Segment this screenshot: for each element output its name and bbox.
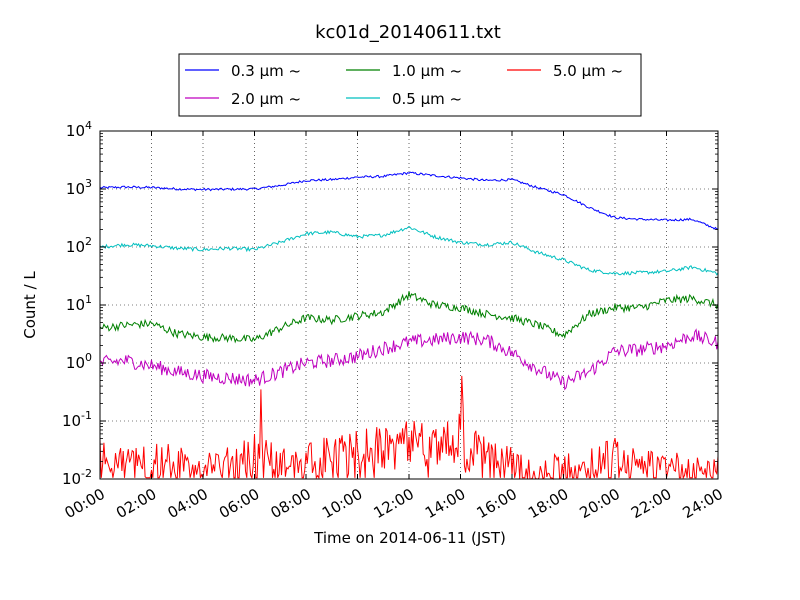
legend-entry: 5.0 μm ~ (553, 62, 623, 80)
legend-entry: 1.0 μm ~ (392, 62, 462, 80)
legend-entry: 2.0 μm ~ (231, 90, 301, 108)
y-tick-label: 10-1 (62, 409, 92, 430)
y-axis-label: Count / L (21, 271, 39, 339)
y-tick-label: 10-2 (62, 467, 92, 488)
x-axis-label: Time on 2014-06-11 (JST) (313, 529, 506, 547)
series-line-2 (99, 291, 719, 344)
x-tick-label: 22:00 (628, 485, 674, 522)
y-tick-exponent: 4 (85, 119, 92, 132)
chart-title: kc01d_20140611.txt (315, 22, 501, 43)
grid (99, 131, 719, 479)
y-tick-label: 103 (66, 177, 92, 198)
y-tick-exponent: 1 (85, 293, 92, 306)
legend: 0.3 μm ~ 2.0 μm ~ 1.0 μm ~ 0.5 μm ~ 5.0 μm ~ (178, 53, 642, 117)
x-tick-label: 14:00 (422, 485, 468, 522)
y-tick-label: 100 (66, 351, 92, 372)
x-tick-label: 20:00 (577, 485, 623, 522)
y-tick-base: 10 (66, 296, 85, 314)
y-tick-base: 10 (66, 180, 85, 198)
y-tick-base: 10 (62, 412, 81, 430)
y-tick-exponent: 3 (85, 177, 92, 190)
x-tick-label: 12:00 (371, 485, 417, 522)
y-tick-label: 101 (66, 293, 92, 314)
series-line-3 (99, 328, 719, 391)
y-tick-label: 102 (66, 235, 92, 256)
y-tick-base: 10 (66, 354, 85, 372)
x-tick-label: 18:00 (525, 485, 571, 522)
x-tick-label: 08:00 (268, 485, 314, 522)
x-tick-label: 10:00 (319, 485, 365, 522)
legend-entry: 0.3 μm ~ (231, 62, 301, 80)
x-tick-label: 06:00 (216, 485, 262, 522)
y-tick-base: 10 (66, 238, 85, 256)
legend-box (178, 53, 642, 117)
y-tick-exponent: -2 (81, 467, 92, 480)
y-tick-base: 10 (62, 470, 81, 488)
y-tick-exponent: -1 (81, 409, 92, 422)
y-tick-exponent: 0 (85, 351, 92, 364)
y-tick-exponent: 2 (85, 235, 92, 248)
x-tick-label: 16:00 (474, 485, 520, 522)
series-line-0 (99, 171, 719, 230)
y-tick-base: 10 (66, 122, 85, 140)
x-tick-label: 04:00 (165, 485, 211, 522)
y-tick-label: 104 (66, 119, 92, 140)
x-tick-label: 02:00 (113, 485, 159, 522)
legend-entry: 0.5 μm ~ (392, 90, 462, 108)
series-line-1 (99, 225, 719, 276)
x-tick-label: 00:00 (62, 485, 108, 522)
series-layer (99, 171, 719, 481)
x-tick-label: 24:00 (680, 485, 726, 522)
